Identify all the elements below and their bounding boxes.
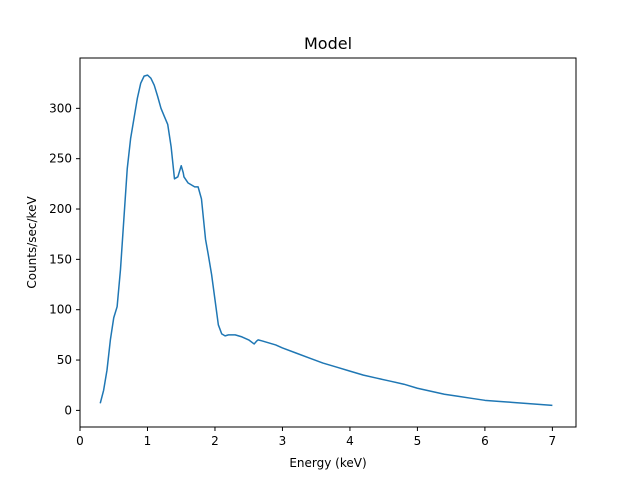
x-tick-label: 5 [414,434,422,448]
chart-title: Model [304,34,352,53]
x-tick-label: 7 [549,434,557,448]
y-tick-label: 50 [57,353,72,367]
series-line [99,74,553,407]
x-tick-label: 2 [211,434,219,448]
x-tick-label: 3 [279,434,287,448]
y-tick-label: 250 [49,152,72,166]
y-tick-label: 100 [49,303,72,317]
plot-area [99,74,553,407]
x-axis-label: Energy (keV) [289,456,366,470]
plot-frame [79,57,577,428]
y-tick-label: 200 [49,202,72,216]
x-tick-label: 1 [144,434,152,448]
x-tick-label: 6 [481,434,489,448]
axis-ticks: 0 1 2 3 4 5 6 7 0 50 100 150 200 250 300 [49,101,556,448]
y-tick-label: 150 [49,252,72,266]
y-tick-label: 300 [49,101,72,115]
x-tick-label: 4 [346,434,354,448]
y-axis-label: Counts/sec/keV [25,196,39,289]
y-tick-label: 0 [64,403,72,417]
x-tick-label: 0 [76,434,84,448]
